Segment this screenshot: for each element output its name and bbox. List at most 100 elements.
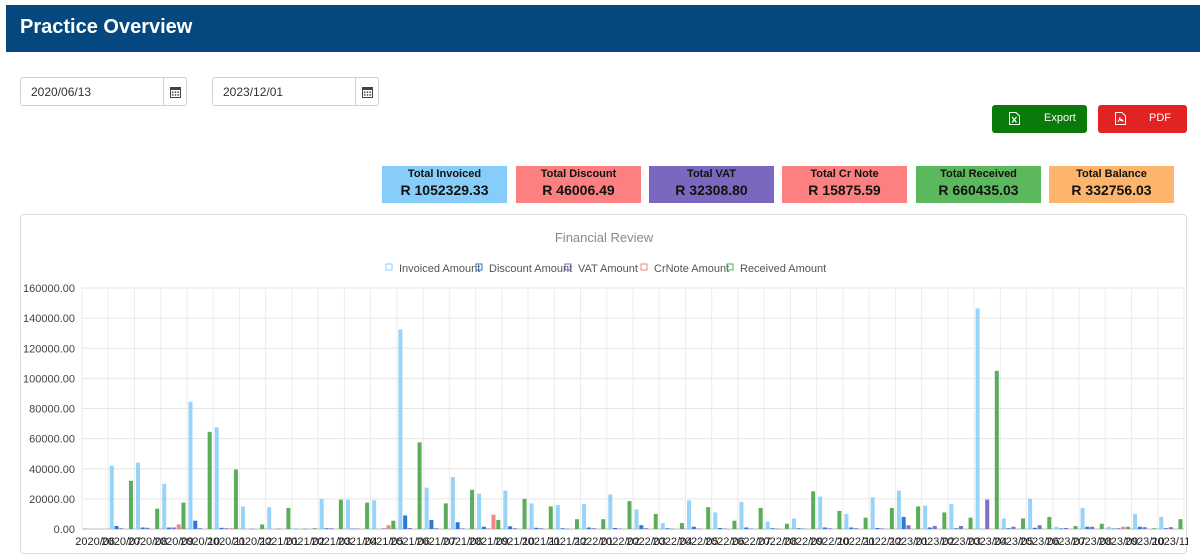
bar-discount-amount[interactable] [560,528,565,529]
bar-vat-amount[interactable] [276,528,281,530]
to-date-field[interactable] [212,77,379,106]
bar-vat-amount[interactable] [591,528,596,529]
bar-discount-amount[interactable] [849,527,854,529]
bar-received-amount[interactable] [207,431,212,529]
bar-received-amount[interactable] [260,524,265,529]
bar-received-amount[interactable] [1178,519,1183,529]
bar-vat-amount[interactable] [303,528,308,530]
bar-discount-amount[interactable] [481,526,486,529]
legend-swatch[interactable] [640,263,648,271]
bar-vat-amount[interactable] [355,528,360,530]
bar-vat-amount[interactable] [1011,526,1016,529]
bar-invoiced-amount[interactable] [975,308,980,529]
bar-discount-amount[interactable] [639,525,644,529]
bar-invoiced-amount[interactable] [818,496,823,529]
bar-invoiced-amount[interactable] [634,509,639,529]
bar-discount-amount[interactable] [193,520,198,529]
bar-invoiced-amount[interactable] [765,521,770,529]
bar-received-amount[interactable] [233,469,238,529]
bar-discount-amount[interactable] [1006,528,1011,529]
bar-discount-amount[interactable] [508,526,513,529]
bar-discount-amount[interactable] [1137,526,1142,529]
bar-discount-amount[interactable] [927,527,932,529]
bar-received-amount[interactable] [128,480,133,529]
bar-received-amount[interactable] [627,501,632,529]
export-button[interactable]: Export [992,105,1087,133]
bar-vat-amount[interactable] [198,528,203,529]
bar-vat-amount[interactable] [329,528,334,529]
bar-discount-amount[interactable] [167,527,172,529]
bar-vat-amount[interactable] [722,528,727,530]
bar-vat-amount[interactable] [119,528,124,529]
bar-invoiced-amount[interactable] [319,498,324,529]
bar-discount-amount[interactable] [875,527,880,529]
bar-received-amount[interactable] [811,491,816,529]
from-date-input[interactable] [21,78,164,105]
bar-received-amount[interactable] [496,519,501,529]
bar-received-amount[interactable] [679,522,684,529]
bar-vat-amount[interactable] [460,528,465,529]
bar-invoiced-amount[interactable] [345,499,350,529]
bar-invoiced-amount[interactable] [660,522,665,529]
bar-discount-amount[interactable] [429,519,434,529]
to-date-input[interactable] [213,78,356,105]
bar-received-amount[interactable] [1126,526,1131,529]
bar-invoiced-amount[interactable] [608,494,613,529]
bar-discount-amount[interactable] [613,527,618,529]
bar-invoiced-amount[interactable] [83,528,88,529]
bar-invoiced-amount[interactable] [870,497,875,529]
bar-vat-amount[interactable] [171,527,176,529]
bar-invoiced-amount[interactable] [555,504,560,529]
bar-received-amount[interactable] [758,507,763,529]
bar-received-amount[interactable] [1152,528,1157,529]
bar-received-amount[interactable] [1021,518,1026,529]
bar-vat-amount[interactable] [381,528,386,529]
bar-invoiced-amount[interactable] [844,513,849,529]
bar-received-amount[interactable] [338,499,343,529]
bar-received-amount[interactable] [391,520,396,529]
bar-vat-amount[interactable] [827,528,832,529]
bar-crnote-amount[interactable] [491,514,496,529]
bar-invoiced-amount[interactable] [109,465,114,529]
bar-vat-amount[interactable] [985,499,990,529]
bar-received-amount[interactable] [470,489,475,529]
legend-label[interactable]: Invoiced Amount [399,263,480,275]
bar-received-amount[interactable] [181,502,186,529]
bar-discount-amount[interactable] [954,528,959,529]
bar-vat-amount[interactable] [749,528,754,530]
bar-received-amount[interactable] [417,442,422,529]
bar-received-amount[interactable] [1099,523,1104,529]
bar-vat-amount[interactable] [1063,527,1068,529]
bar-invoiced-amount[interactable] [424,487,429,529]
bar-discount-amount[interactable] [1111,528,1116,530]
bar-vat-amount[interactable] [932,525,937,529]
bar-discount-amount[interactable] [219,527,224,529]
bar-discount-amount[interactable] [1085,526,1090,529]
legend-swatch[interactable] [475,263,483,271]
bar-invoiced-amount[interactable] [529,503,534,529]
bar-received-amount[interactable] [784,523,789,529]
bar-invoiced-amount[interactable] [162,483,167,529]
bar-invoiced-amount[interactable] [1028,498,1033,529]
legend-swatch[interactable] [564,263,572,271]
bar-discount-amount[interactable] [822,527,827,529]
bar-vat-amount[interactable] [539,528,544,529]
bar-invoiced-amount[interactable] [791,518,796,529]
bar-discount-amount[interactable] [796,528,801,529]
bar-discount-amount[interactable] [586,527,591,529]
bar-vat-amount[interactable] [1142,527,1147,529]
bar-discount-amount[interactable] [455,522,460,529]
bar-vat-amount[interactable] [407,528,412,529]
bar-vat-amount[interactable] [1116,528,1121,529]
bar-vat-amount[interactable] [1090,526,1095,529]
bar-crnote-amount[interactable] [1121,526,1126,529]
bar-invoiced-amount[interactable] [188,401,193,529]
bar-received-amount[interactable] [732,520,737,529]
legend-label[interactable]: Received Amount [740,263,826,275]
bar-vat-amount[interactable] [775,528,780,530]
bar-vat-amount[interactable] [670,528,675,530]
bar-discount-amount[interactable] [403,515,408,529]
bar-vat-amount[interactable] [801,528,806,530]
legend-label[interactable]: CrNote Amount [654,263,729,275]
bar-received-amount[interactable] [916,506,921,529]
